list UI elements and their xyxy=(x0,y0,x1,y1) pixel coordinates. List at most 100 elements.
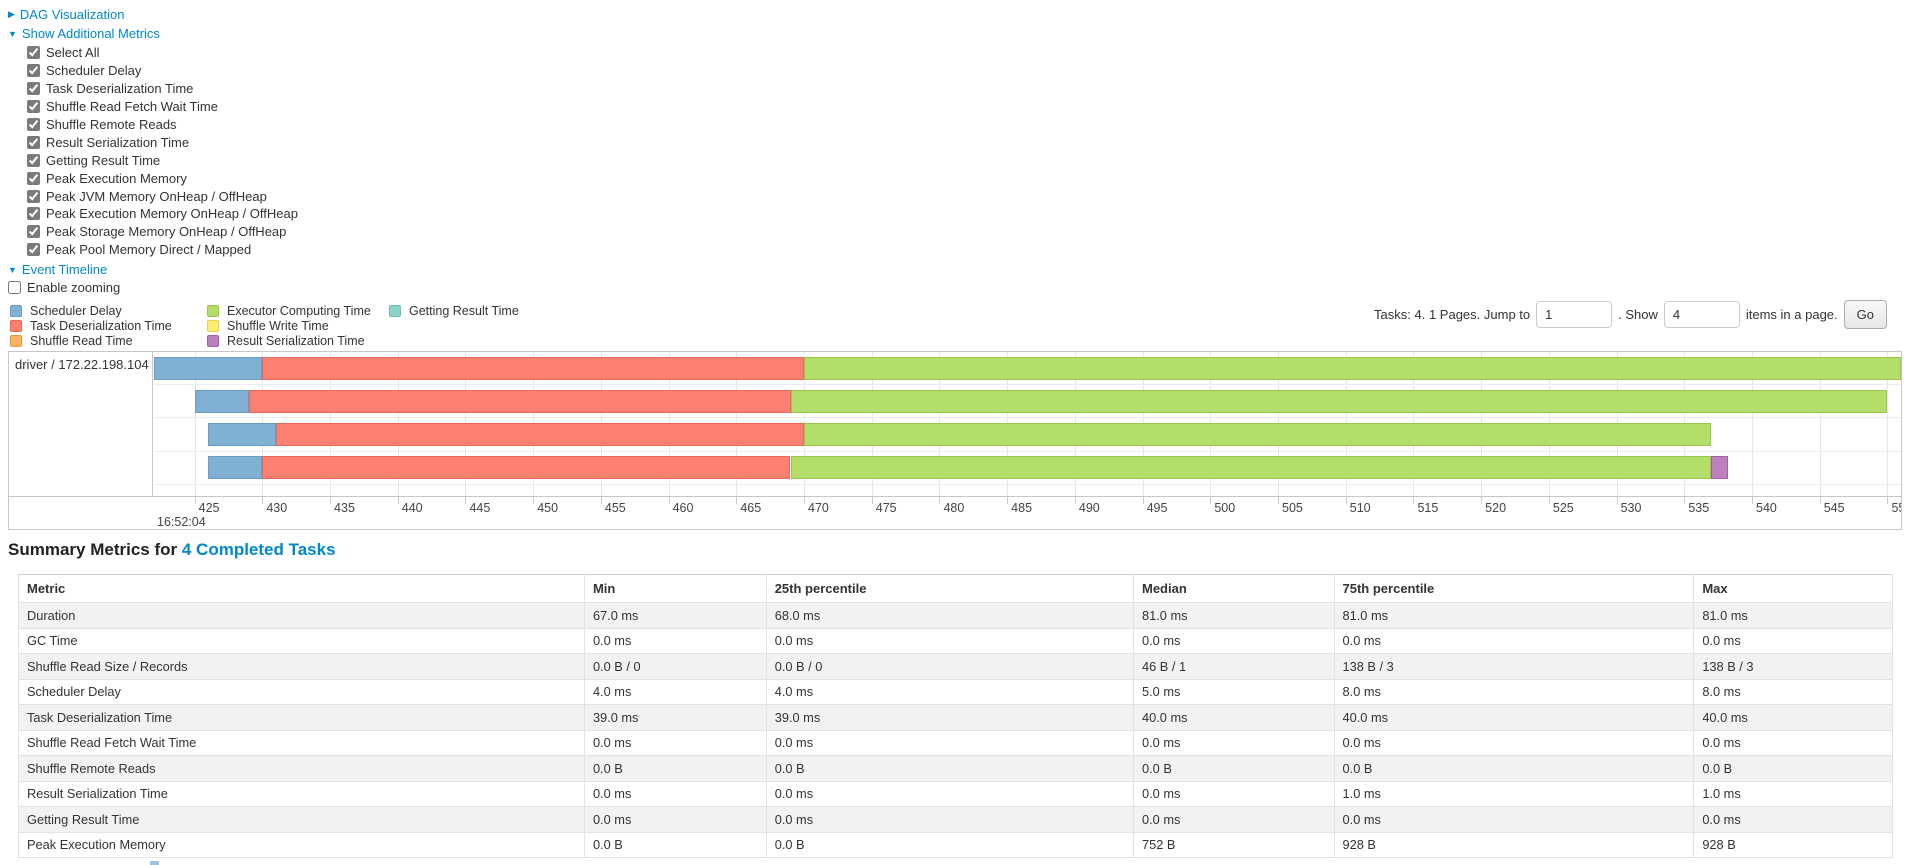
event-timeline-toggle[interactable]: ▼ Event Timeline xyxy=(8,262,107,277)
deserialization-bar-segment[interactable] xyxy=(275,423,805,446)
metric-name-cell: GC Time xyxy=(18,627,585,654)
enable-zooming-checkbox[interactable] xyxy=(8,281,21,294)
task-pagination: Tasks: 4. 1 Pages. Jump to . Show items … xyxy=(1374,300,1887,329)
metric-value-cell: 0.0 B xyxy=(583,755,767,782)
metric-name-cell: Result Serialization Time xyxy=(18,780,585,807)
metric-value-cell: 0.0 ms xyxy=(765,729,1135,756)
metric-name-cell: Shuffle Remote Reads xyxy=(18,755,585,782)
axis-base-time-label: 16:52:04 xyxy=(157,515,206,529)
deserialization-bar-segment[interactable] xyxy=(248,390,791,413)
deserialization-legend-swatch-icon xyxy=(10,320,22,333)
metric-value-cell: 39.0 ms xyxy=(765,704,1135,731)
metric-checkbox-row: Result Serialization Time xyxy=(27,133,298,151)
result_serialization-bar-segment[interactable] xyxy=(1711,456,1728,479)
metric-value-cell: 0.0 B / 0 xyxy=(765,653,1135,680)
metric-checkbox[interactable] xyxy=(27,100,40,114)
timeline-gridline xyxy=(1752,352,1754,496)
legend-label: Scheduler Delay xyxy=(30,304,122,319)
items-per-page-input[interactable] xyxy=(1663,301,1740,328)
timeline-plot-area[interactable] xyxy=(154,352,1901,496)
metric-value-cell: 0.0 B / 0 xyxy=(583,653,767,680)
timeline-axis: 16:52:04 425 430 435 440 445 450 455 460 465 470 4… xyxy=(9,496,1901,530)
go-button[interactable]: Go xyxy=(1843,300,1887,329)
scheduler_delay-bar-segment[interactable] xyxy=(208,456,263,479)
executor_computing-bar-segment[interactable] xyxy=(790,456,1712,479)
timeline-axis-labels: 16:52:04 425 430 435 440 445 450 455 460 465 470 4… xyxy=(154,497,1901,530)
metric-value-cell: 1.0 ms xyxy=(1693,780,1893,807)
metric-checkbox[interactable] xyxy=(27,243,40,257)
metric-value-cell: 81.0 ms xyxy=(1333,602,1695,629)
executor-group-label: driver / 172.22.198.104 xyxy=(15,357,149,372)
legend-label: Shuffle Read Time xyxy=(30,333,133,348)
metric-value-cell: 0.0 ms xyxy=(583,780,767,807)
metric-checkbox[interactable] xyxy=(27,118,40,131)
task-timeline-row xyxy=(154,423,1901,446)
metric-value-cell: 928 B xyxy=(1693,831,1893,858)
metric-checkbox[interactable] xyxy=(27,135,40,149)
axis-tick-label: 445 xyxy=(469,501,491,515)
dag-visualization-toggle[interactable]: ▶ DAG Visualization xyxy=(8,7,124,22)
metric-checkbox[interactable] xyxy=(27,225,40,239)
metric-checkbox[interactable] xyxy=(27,189,40,203)
metric-checkbox[interactable] xyxy=(27,207,40,221)
metric-checkbox[interactable] xyxy=(27,46,40,60)
jump-to-page-input[interactable] xyxy=(1536,301,1613,328)
metric-value-cell: 68.0 ms xyxy=(765,602,1135,629)
metric-value-cell: 0.0 ms xyxy=(1133,780,1335,807)
axis-tick-label: 520 xyxy=(1485,501,1507,515)
metric-checkbox-label: Peak Execution Memory xyxy=(46,170,187,186)
metric-value-cell: 138 B / 3 xyxy=(1693,653,1893,680)
metric-checkbox[interactable] xyxy=(27,64,40,78)
scheduler_delay-bar-segment[interactable] xyxy=(154,357,263,380)
scheduler_delay-bar-segment[interactable] xyxy=(194,390,249,413)
metric-value-cell: 0.0 ms xyxy=(583,627,767,654)
metric-checkbox[interactable] xyxy=(27,153,40,167)
metric-checkbox-row: Shuffle Remote Reads xyxy=(27,116,298,134)
deserialization-bar-segment[interactable] xyxy=(262,357,805,380)
metric-value-cell: 4.0 ms xyxy=(583,678,767,705)
task-timeline-row xyxy=(154,357,1901,380)
metric-checkbox-row: Shuffle Read Fetch Wait Time xyxy=(27,98,298,116)
metric-checkbox[interactable] xyxy=(27,171,40,185)
axis-tick-mark xyxy=(1278,497,1280,504)
metric-value-cell: 0.0 ms xyxy=(1133,627,1335,654)
legend-column: Executor Computing Time Shuffle Write Tim… xyxy=(207,304,371,348)
executor_computing-bar-segment[interactable] xyxy=(804,423,1712,446)
summary-metrics-title: Summary Metrics for 4 Completed Tasks xyxy=(8,540,336,560)
metric-value-cell: 40.0 ms xyxy=(1133,704,1335,731)
axis-tick-label: 470 xyxy=(808,501,829,515)
axis-tick-label: 425 xyxy=(198,501,220,515)
task-timeline-row xyxy=(154,390,1901,413)
completed-tasks-link[interactable]: 4 Completed Tasks xyxy=(181,540,336,559)
dag-visualization-label: DAG Visualization xyxy=(19,7,125,22)
timeline-gridline xyxy=(194,352,196,496)
summary-table-row: Shuffle Remote Reads 0.0 B 0.0 B 0.0 B 0.0 B… xyxy=(18,755,1893,782)
legend-item: Task Deserialization Time xyxy=(10,319,172,334)
metric-value-cell: 40.0 ms xyxy=(1333,704,1695,731)
chevron-down-icon: ▼ xyxy=(8,28,17,39)
enable-zooming-row: Enable zooming xyxy=(8,280,120,295)
axis-tick-label: 475 xyxy=(875,501,897,515)
metric-name-cell: Getting Result Time xyxy=(18,806,585,833)
show-additional-metrics-toggle[interactable]: ▼ Show Additional Metrics xyxy=(8,26,160,41)
summary-column-header: 25th percentile xyxy=(765,574,1135,603)
scheduler_delay-bar-segment[interactable] xyxy=(208,423,276,446)
summary-table-row: Result Serialization Time 0.0 ms 0.0 ms 0.0… xyxy=(18,780,1893,807)
axis-tick-label: 440 xyxy=(401,501,423,515)
legend-label: Getting Result Time xyxy=(409,304,519,319)
metric-value-cell: 67.0 ms xyxy=(583,602,767,629)
legend-item: Shuffle Read Time xyxy=(10,334,172,349)
metric-checkbox-row: Select All xyxy=(27,44,298,62)
axis-tick-mark xyxy=(1142,497,1144,504)
metric-checkbox[interactable] xyxy=(27,82,40,96)
axis-tick-label: 545 xyxy=(1823,501,1845,515)
executor_computing-bar-segment[interactable] xyxy=(790,390,1888,413)
executor_computing-bar-segment[interactable] xyxy=(804,357,1901,380)
metric-value-cell: 81.0 ms xyxy=(1693,602,1893,629)
legend-column: Scheduler Delay Task Deserialization Time… xyxy=(10,304,172,348)
deserialization-bar-segment[interactable] xyxy=(262,456,791,479)
summary-table-row: Duration 67.0 ms 68.0 ms 81.0 ms 81.0 ms 81.0… xyxy=(18,602,1893,629)
scheduler_delay-legend-swatch-icon xyxy=(10,305,22,318)
axis-tick-label: 540 xyxy=(1756,501,1777,515)
metric-checkbox-row: Peak JVM Memory OnHeap / OffHeap xyxy=(27,187,298,205)
